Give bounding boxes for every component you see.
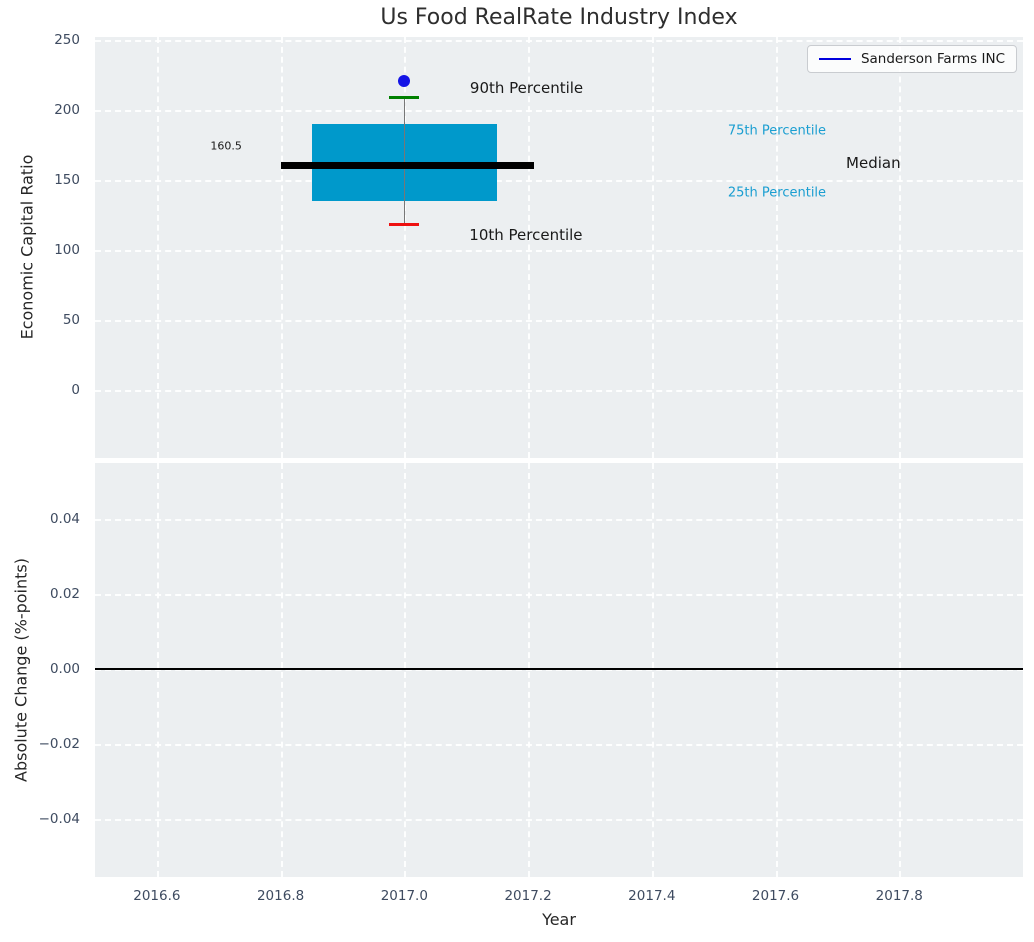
annotation-25th-percentile: 25th Percentile <box>727 185 827 201</box>
y-tick-label: 150 <box>54 171 80 188</box>
legend: Sanderson Farms INC <box>806 45 1017 73</box>
y-tick-label: −0.02 <box>38 735 80 752</box>
y-tick-label: 0.02 <box>49 585 80 602</box>
gridline-horizontal <box>95 249 1023 252</box>
y-tick-label: 200 <box>54 101 80 118</box>
annotation-75th-percentile: 75th Percentile <box>727 123 827 139</box>
gridline-vertical <box>404 37 407 458</box>
x-tick-label: 2017.6 <box>751 888 800 904</box>
gridline-vertical <box>280 37 283 458</box>
gridline-horizontal <box>95 39 1023 42</box>
gridline-horizontal <box>95 109 1023 112</box>
annotation-160-5: 160.5 <box>210 139 242 153</box>
gridline-horizontal <box>95 743 1023 746</box>
gridline-horizontal <box>95 818 1023 821</box>
whisker-line <box>403 97 406 225</box>
annotation-median: Median <box>846 154 901 173</box>
y-tick-label: −0.04 <box>38 810 80 827</box>
y-tick-label: 50 <box>62 311 80 328</box>
gridline-vertical <box>528 37 531 458</box>
x-tick-label: 2017.2 <box>504 888 552 904</box>
y-tick-label: 0 <box>71 381 80 398</box>
gridline-horizontal <box>95 319 1023 322</box>
legend-label: Sanderson Farms INC <box>860 51 1005 67</box>
zero-line <box>95 667 1023 670</box>
p10-cap <box>389 223 420 227</box>
chart-title: Us Food RealRate Industry Index <box>380 5 738 30</box>
company-data-point <box>398 74 411 87</box>
gridline-horizontal <box>95 668 1023 671</box>
median-line <box>280 161 535 169</box>
gridline-vertical <box>775 37 778 458</box>
x-tick-label: 2016.6 <box>133 888 181 904</box>
x-tick-label: 2017.4 <box>628 888 676 904</box>
gridline-vertical <box>899 37 902 458</box>
x-tick-label: 2017.8 <box>875 888 923 904</box>
gridline-vertical <box>156 37 159 458</box>
x-axis-label: Year <box>542 910 576 929</box>
bottom-plot-area <box>95 463 1023 877</box>
gridline-horizontal <box>95 593 1023 596</box>
gridline-horizontal <box>95 389 1023 392</box>
x-tick-label: 2016.8 <box>256 888 305 904</box>
annotation-10th-percentile: 10th Percentile <box>469 225 583 244</box>
top-plot-area: Sanderson Farms INC 90th Percentile 10th … <box>95 37 1023 458</box>
gridline-horizontal <box>95 179 1023 182</box>
x-tick-label: 2017.0 <box>380 888 428 904</box>
p90-cap <box>389 95 420 99</box>
legend-line-icon <box>818 58 851 60</box>
y-tick-label: 0.04 <box>49 510 80 527</box>
gridline-horizontal <box>95 518 1023 521</box>
annotation-90th-percentile: 90th Percentile <box>469 78 584 97</box>
y-tick-label: 100 <box>54 241 80 258</box>
gridline-vertical <box>651 37 654 458</box>
y-tick-label: 250 <box>54 31 80 48</box>
y-tick-label: 0.00 <box>49 660 80 677</box>
